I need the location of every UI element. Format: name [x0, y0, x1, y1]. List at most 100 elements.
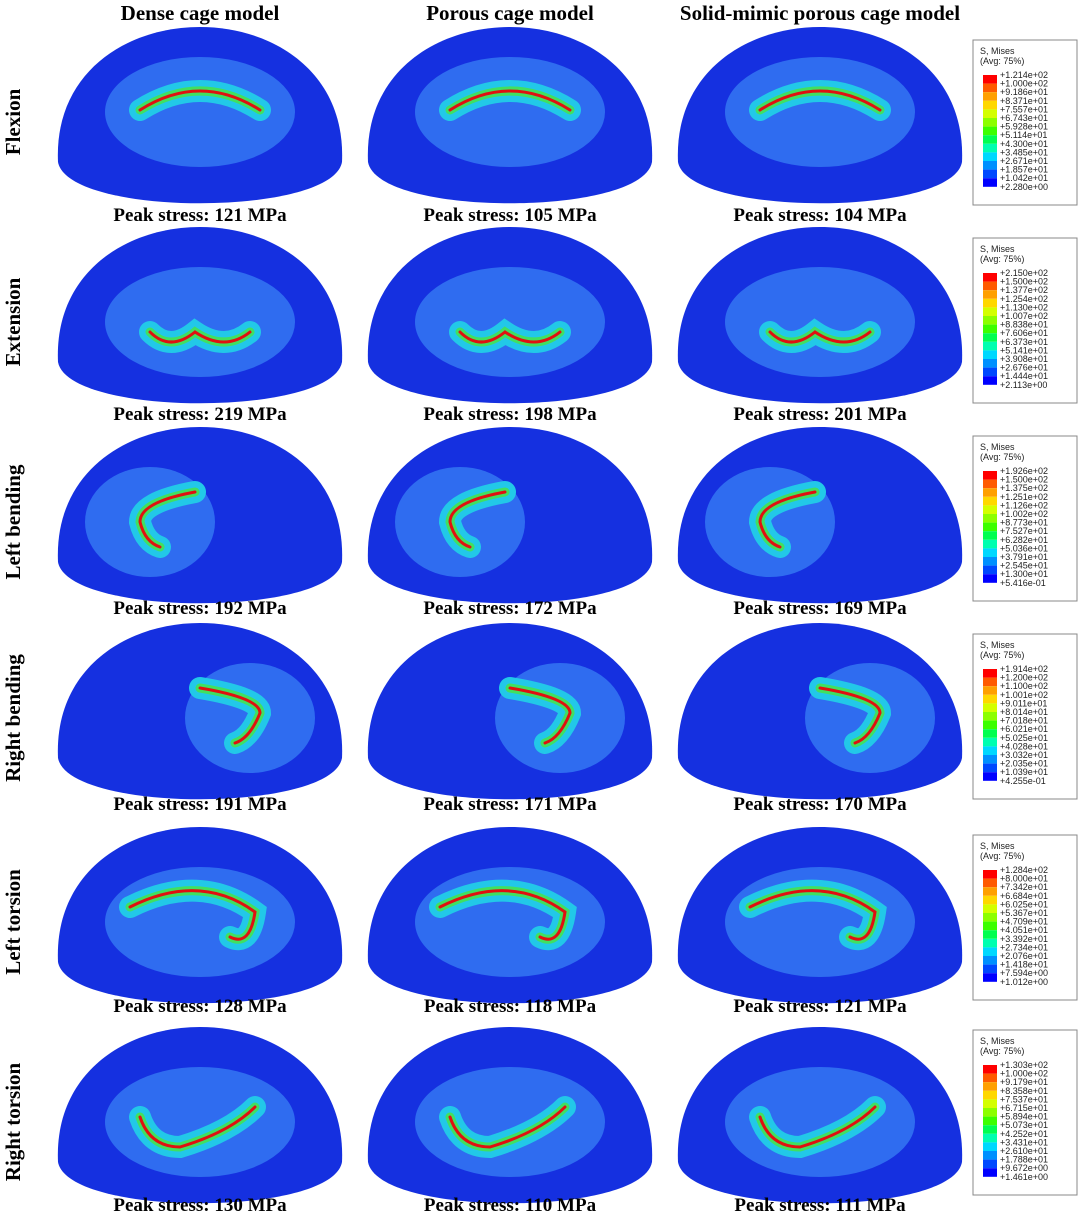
legend-value: +1.461e+00	[1000, 1172, 1048, 1182]
legend-value: +1.001e+02	[1000, 690, 1048, 700]
legend-band	[983, 1108, 997, 1117]
legend-band	[983, 83, 997, 93]
row-label: Flexion	[1, 88, 25, 155]
stress-peak	[448, 89, 572, 112]
legend-value: +4.709e+01	[1000, 917, 1048, 927]
legend-subtitle: (Avg: 75%)	[980, 56, 1024, 66]
legend-title: S, Mises	[980, 640, 1015, 650]
legend-value: +9.186e+01	[1000, 87, 1048, 97]
legend-band	[983, 921, 997, 931]
legend-band	[983, 1151, 997, 1160]
legend-value: +5.073e+01	[1000, 1120, 1048, 1130]
legend-value: +1.012e+00	[1000, 977, 1048, 987]
stress-contour	[677, 227, 963, 404]
legend-band	[983, 669, 997, 678]
legend-band	[983, 169, 997, 179]
row-label: Extension	[1, 277, 25, 366]
legend-value: +3.485e+01	[1000, 147, 1048, 157]
stress-peak	[448, 490, 507, 549]
stress-peak	[748, 889, 877, 941]
legend-band	[983, 913, 997, 922]
legend-value: +9.672e+00	[1000, 1163, 1048, 1173]
peak-stress: Peak stress: 169 MPa	[733, 598, 907, 619]
legend-band	[983, 298, 997, 308]
legend-value: +7.018e+01	[1000, 716, 1048, 726]
legend-band	[983, 522, 997, 532]
legend-value: +4.255e-01	[1000, 776, 1046, 786]
legend-value: +8.838e+01	[1000, 320, 1048, 330]
legend-band	[983, 870, 997, 879]
row-label: Left torsion	[1, 869, 25, 975]
legend-value: +1.214e+02	[1000, 70, 1048, 80]
stress-peak	[138, 89, 262, 112]
legend-value: +8.358e+01	[1000, 1086, 1048, 1096]
legend-band	[983, 1090, 997, 1100]
legend-band	[983, 316, 997, 325]
peak-stress: Peak stress: 170 MPa	[733, 794, 907, 815]
legend-band	[983, 1133, 997, 1143]
legend-band	[983, 878, 997, 888]
legend-band	[983, 488, 997, 497]
stress-zone	[105, 57, 295, 167]
legend-value: +1.284e+02	[1000, 865, 1048, 875]
legend-band	[983, 531, 997, 540]
stress-zone	[415, 267, 605, 377]
stress-zone	[725, 57, 915, 167]
legend-band	[983, 947, 997, 956]
legend-band	[983, 938, 997, 948]
stress-peak	[148, 330, 252, 344]
stress-peak	[758, 1105, 877, 1149]
legend-value: +8.000e+01	[1000, 874, 1048, 884]
stress-contour	[367, 427, 653, 604]
stress-contour	[367, 227, 653, 404]
legend-value: +6.021e+01	[1000, 724, 1048, 734]
legend-band	[983, 92, 997, 101]
peak-stress: Peak stress: 111 MPa	[734, 1195, 906, 1216]
stress-peak	[818, 686, 882, 745]
legend-value: +4.028e+01	[1000, 741, 1048, 751]
legend-title: S, Mises	[980, 46, 1015, 56]
legend-value: +7.606e+01	[1000, 328, 1048, 338]
legend-subtitle: (Avg: 75%)	[980, 254, 1024, 264]
legend-band	[983, 471, 997, 480]
legend-value: +7.557e+01	[1000, 104, 1048, 114]
legend-value: +2.150e+02	[1000, 268, 1048, 278]
peak-stress: Peak stress: 198 MPa	[423, 404, 597, 425]
stress-contour	[677, 427, 963, 604]
legend-band	[983, 333, 997, 342]
peak-stress: Peak stress: 171 MPa	[423, 794, 597, 815]
legend-value: +5.036e+01	[1000, 543, 1048, 553]
legend-value: +1.002e+02	[1000, 509, 1048, 519]
stress-contour	[57, 623, 343, 800]
legend-value: +1.126e+02	[1000, 500, 1048, 510]
legend-value: +5.894e+01	[1000, 1112, 1048, 1122]
legend-value: +1.039e+01	[1000, 767, 1048, 777]
legend-value: +1.377e+02	[1000, 285, 1048, 295]
legend-value: +6.743e+01	[1000, 113, 1048, 123]
stress-contour	[367, 827, 653, 1004]
row-label: Left bending	[1, 464, 25, 579]
legend-band	[983, 755, 997, 764]
stress-peak	[758, 490, 817, 549]
legend-value: +2.113e+00	[1000, 380, 1047, 390]
legend-band	[983, 161, 997, 170]
legend-value: +1.500e+02	[1000, 475, 1048, 485]
peak-stress: Peak stress: 191 MPa	[113, 794, 287, 815]
legend-value: +3.392e+01	[1000, 934, 1048, 944]
peak-stress: Peak stress: 121 MPa	[113, 205, 287, 226]
legend-band	[983, 895, 997, 905]
legend-value: +5.367e+01	[1000, 908, 1048, 918]
legend-value: +1.444e+01	[1000, 371, 1048, 381]
column-header: Dense cage model	[121, 1, 280, 25]
legend-band	[983, 1065, 997, 1074]
legend-band	[983, 1073, 997, 1083]
legend-value: +1.042e+01	[1000, 173, 1048, 183]
legend-value: +2.280e+00	[1000, 182, 1048, 192]
legend-band	[983, 359, 997, 368]
legend-value: +8.371e+01	[1000, 96, 1048, 106]
legend-band	[983, 100, 997, 110]
stress-zone	[415, 57, 605, 167]
legend-value: +1.418e+01	[1000, 960, 1048, 970]
legend-band	[983, 126, 997, 136]
